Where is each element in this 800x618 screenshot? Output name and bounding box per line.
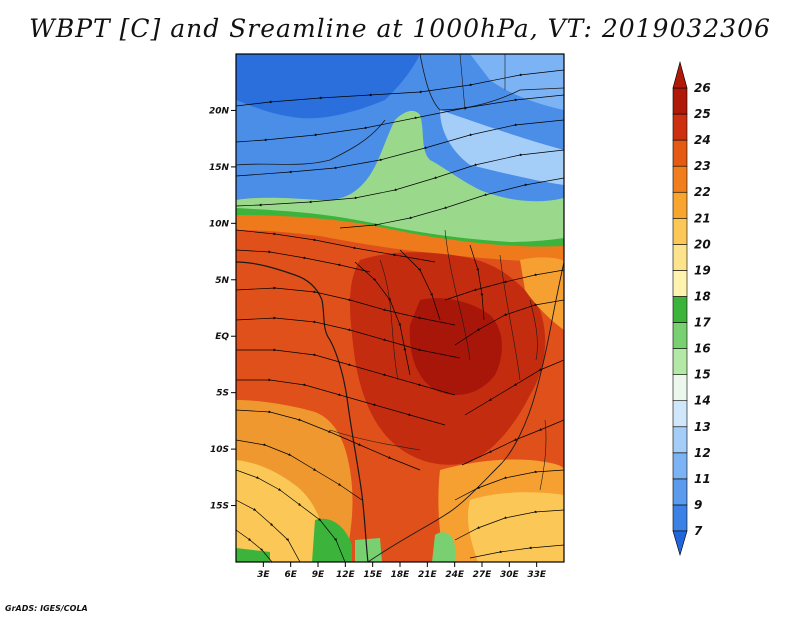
colorbar-label: 7 [694, 524, 703, 538]
lat-tick-label: 15N [209, 163, 230, 173]
chart-title: WBPT [C] and Sreamline at 1000hPa, VT: 2… [29, 14, 771, 43]
colorbar-band [672, 296, 688, 323]
lon-tick-label: 30E [500, 570, 520, 580]
colorbar-band [672, 217, 688, 245]
colorbar-label: 9 [694, 498, 702, 512]
colorbar-label: 16 [694, 342, 711, 356]
lon-tick-label: 12E [336, 570, 356, 580]
colorbar-label: 26 [694, 81, 711, 95]
colorbar-label: 24 [694, 133, 711, 147]
lon-tick-label: 6E [284, 570, 297, 580]
lon-tick-label: 33E [527, 570, 547, 580]
colorbar-band [672, 270, 688, 297]
lat-tick-label: 5N [215, 276, 229, 286]
colorbar-label: 11 [694, 472, 711, 486]
colorbar-band [672, 165, 688, 193]
lon-tick-label: 18E [391, 570, 411, 580]
lat-tick-label: 20N [209, 106, 230, 116]
lon-tick-label: 24E [445, 570, 465, 580]
latitude-axis: 20N 15N 10N 5N EQ 5S 10S 15S [209, 106, 236, 512]
colorbar-label: 21 [694, 211, 711, 225]
colorbar-label: 23 [694, 159, 711, 173]
grads-credit: GrADS: IGES/COLA [5, 604, 88, 613]
colorbar-band [672, 139, 688, 167]
colorbar-band [672, 426, 688, 454]
colorbar-band [672, 191, 688, 219]
lat-tick-label: 5S [216, 389, 229, 399]
colorbar-label: 18 [694, 289, 711, 303]
colorbar-label: 13 [694, 420, 711, 434]
colorbar-band [672, 322, 688, 349]
map-field [236, 54, 564, 562]
colorbar-band [672, 244, 688, 271]
lon-tick-label: 27E [473, 570, 493, 580]
colorbar-band [672, 504, 688, 532]
colorbar: 7 9 11 12 13 14 15 16 17 18 19 20 21 22 23 24 25 26 [672, 60, 711, 557]
lon-tick-label: 15E [363, 570, 383, 580]
streamlines [236, 69, 564, 562]
colorbar-label: 15 [694, 368, 711, 382]
colorbar-label: 12 [694, 446, 711, 460]
lon-tick-label: 3E [257, 570, 270, 580]
colorbar-band [672, 452, 688, 480]
colorbar-band [672, 478, 688, 506]
lon-tick-label: 9E [312, 570, 325, 580]
colorbar-label: 25 [694, 107, 711, 121]
colorbar-band [672, 87, 688, 115]
colorbar-label: 19 [694, 263, 711, 277]
lat-tick-label: EQ [215, 332, 229, 342]
colorbar-label: 20 [694, 237, 711, 251]
colorbar-min-arrow [672, 530, 688, 557]
colorbar-label: 17 [694, 316, 711, 330]
colorbar-band [672, 113, 688, 141]
colorbar-band [672, 400, 688, 428]
lat-tick-label: 10N [209, 219, 230, 229]
lat-tick-label: 10S [210, 445, 229, 455]
longitude-axis: 3E 6E 9E 12E 15E 18E 21E 24E 27E 30E 33E [257, 562, 547, 580]
colorbar-max-arrow [672, 60, 688, 89]
colorbar-band [672, 348, 688, 375]
lon-tick-label: 21E [418, 570, 438, 580]
colorbar-label: 14 [694, 394, 711, 408]
colorbar-band [672, 374, 688, 402]
lat-tick-label: 15S [210, 502, 229, 512]
colorbar-label: 22 [694, 185, 711, 199]
